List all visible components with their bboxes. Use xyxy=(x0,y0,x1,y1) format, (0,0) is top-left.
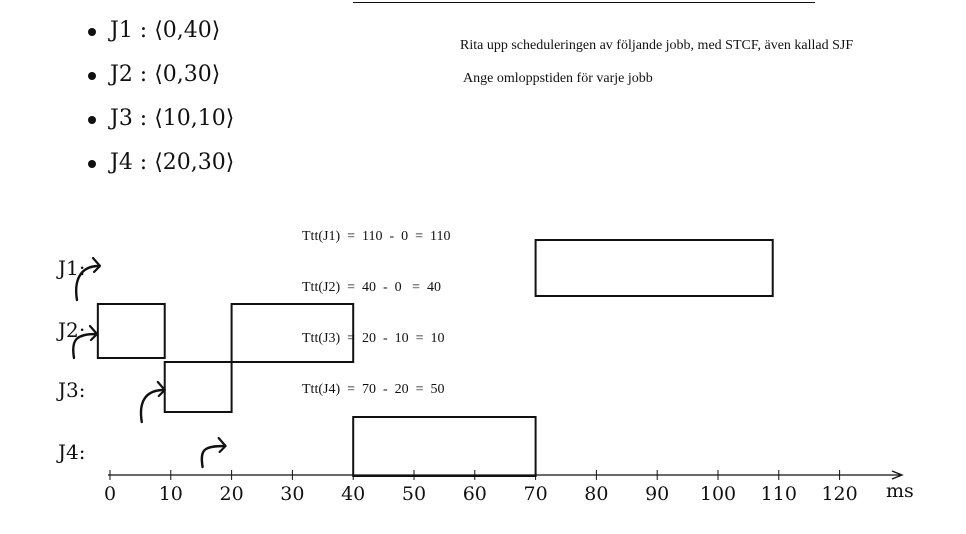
job-item-j4: J4 : ⟨20,30⟩ xyxy=(84,146,234,190)
schedule-block-5 xyxy=(352,416,537,477)
schedule-block-2 xyxy=(96,303,166,359)
job-item-j2: J2 : ⟨0,30⟩ xyxy=(84,58,234,102)
turnaround-j4: Ttt(J4) = 70 - 20 = 50 xyxy=(302,382,445,397)
arrival-arrow-2 xyxy=(72,332,98,360)
axis-tick-label: 40 xyxy=(341,483,365,505)
axis-unit-label: ms xyxy=(886,480,914,502)
schedule-block-4 xyxy=(163,361,233,413)
instruction-schedule: Rita upp scheduleringen av följande jobb… xyxy=(460,38,854,53)
axis-tick-label: 0 xyxy=(104,483,116,505)
axis-tick-label: 80 xyxy=(584,483,608,505)
axis-tick-label: 50 xyxy=(402,483,426,505)
axis-tick-label: 60 xyxy=(463,483,487,505)
axis-tick-label: 70 xyxy=(524,483,548,505)
axis-tick-label: 30 xyxy=(280,483,304,505)
axis-tick-label: 110 xyxy=(761,483,797,505)
turnaround-j2: Ttt(J2) = 40 - 0 = 40 xyxy=(302,280,442,295)
turnaround-table: Ttt(J1) = 110 - 0 = 110 Ttt(J2) = 40 - 0… xyxy=(302,194,451,415)
schedule-block-1 xyxy=(534,239,774,297)
arrival-arrowhead-3 xyxy=(156,380,166,398)
row-label-j2: J2: xyxy=(58,318,86,342)
arrival-arrow-4 xyxy=(200,444,226,469)
axis-tick-label: 100 xyxy=(700,483,736,505)
turnaround-j1: Ttt(J1) = 110 - 0 = 110 xyxy=(302,229,451,244)
arrival-arrow-3 xyxy=(139,388,165,424)
turnaround-j3: Ttt(J3) = 20 - 10 = 10 xyxy=(302,331,445,346)
instruction-turnaround: Ange omloppstiden för varje jobb xyxy=(463,71,653,86)
job-item-j1: J1 : ⟨0,40⟩ xyxy=(84,14,234,58)
row-label-j3: J3: xyxy=(58,378,86,402)
job-list: J1 : ⟨0,40⟩ J2 : ⟨0,30⟩ J3 : ⟨10,10⟩ J4 … xyxy=(84,14,234,190)
arrival-arrowhead-1 xyxy=(91,256,102,274)
axis-tick-label: 20 xyxy=(220,483,244,505)
job-item-j3: J3 : ⟨10,10⟩ xyxy=(84,102,234,146)
top-rule xyxy=(353,2,815,3)
time-axis-arrowhead xyxy=(891,470,904,480)
axis-tick-label: 10 xyxy=(159,483,183,505)
arrival-arrowhead-2 xyxy=(88,324,99,342)
arrival-arrow-1 xyxy=(75,264,101,302)
row-label-j4: J4: xyxy=(58,440,86,464)
row-label-j1: J1: xyxy=(58,256,86,280)
axis-tick-label: 120 xyxy=(821,483,857,505)
schedule-block-3 xyxy=(230,303,355,363)
axis-tick-label: 90 xyxy=(645,483,669,505)
arrival-arrowhead-4 xyxy=(217,436,227,454)
